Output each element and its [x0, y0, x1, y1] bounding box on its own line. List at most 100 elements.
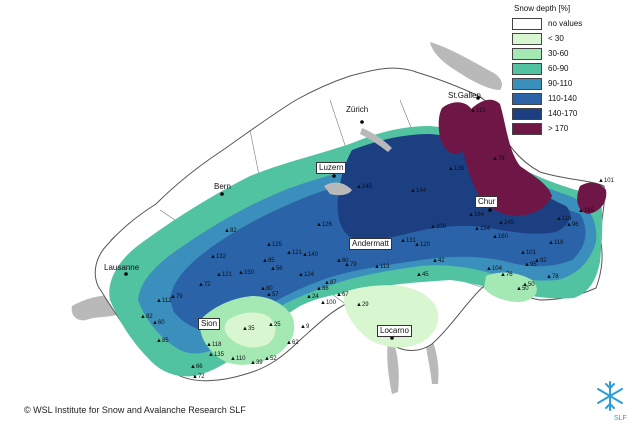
legend-label: > 170: [548, 124, 569, 133]
station-value: ▲60: [152, 320, 165, 326]
station-value: ▲85: [156, 338, 169, 344]
station-value: ▲101: [520, 250, 537, 256]
legend-swatch: [512, 107, 542, 120]
station-value: ▲92: [534, 258, 547, 264]
station-value: ▲104: [486, 266, 503, 272]
station-value: ▲39: [250, 360, 263, 366]
station-value: ▲56: [270, 266, 283, 272]
city-dot-st-gallen: [476, 96, 480, 100]
zone-over-170-southeast: [577, 182, 607, 214]
city-label-bern: Bern: [214, 182, 231, 191]
city-label-andermatt: Andermatt: [349, 238, 392, 250]
legend-swatch: [512, 17, 542, 30]
city-label-zurich: Zürich: [346, 105, 369, 114]
station-value: ▲80: [260, 286, 273, 292]
lake-maggiore: [387, 338, 399, 394]
legend-label: < 30: [548, 34, 564, 43]
station-value: ▲116: [548, 240, 564, 246]
station-value: ▲100: [320, 300, 337, 306]
station-value: ▲35: [242, 326, 255, 332]
station-value: ▲113: [374, 264, 390, 270]
station-values: ▲79 ▲101 ▲115 ▲165 ▲126 ▲121 ▲145 ▲144 ▲136 ▲184 ▲…: [140, 108, 615, 380]
station-value: ▲126: [316, 222, 333, 228]
station-value: ▲140: [302, 252, 319, 258]
legend-item: 140-170: [512, 106, 632, 121]
station-value: ▲60: [336, 258, 349, 264]
station-value: ▲165: [578, 208, 595, 214]
city-label-luzern: Luzern: [316, 162, 347, 174]
legend-swatch: [512, 92, 542, 105]
city-label-chur: Chur: [475, 196, 499, 208]
station-value: ▲79: [492, 156, 505, 162]
legend-label: no values: [548, 19, 583, 28]
city-dot-locarno: [390, 336, 394, 340]
city-label-st-gallen: St.Gallen: [448, 91, 481, 100]
station-value: ▲184: [468, 212, 485, 218]
legend-swatch: [512, 122, 542, 135]
station-value: ▲150: [238, 270, 255, 276]
legend-item: 60-90: [512, 61, 632, 76]
station-value: ▲110: [230, 356, 246, 362]
station-value: ▲144: [410, 188, 427, 194]
legend-label: 90-110: [548, 79, 573, 88]
station-value: ▲131: [400, 238, 417, 244]
city-label-lausanne: Lausanne: [104, 263, 140, 272]
station-value: ▲125: [266, 242, 283, 248]
lake-lucerne: [324, 182, 352, 196]
zone-under-30-valais: [224, 312, 276, 348]
station-value: ▲72: [192, 374, 205, 380]
station-value: ▲108: [430, 224, 447, 230]
station-value: ▲72: [198, 282, 211, 288]
legend: Snow depth [%] no values < 30 30-60 60-9…: [512, 4, 632, 136]
city-label-sion: Sion: [198, 318, 221, 330]
station-value: ▲116: [556, 216, 572, 222]
legend-swatch: [512, 62, 542, 75]
legend-item: < 30: [512, 31, 632, 46]
station-value: ▲145: [356, 184, 373, 190]
city-label-locarno: Locarno: [377, 325, 412, 337]
station-value: ▲121: [286, 250, 303, 256]
station-value: ▲78: [546, 274, 559, 280]
station-value: ▲76: [500, 272, 513, 278]
station-value: ▲45: [416, 272, 429, 278]
station-value: ▲50: [522, 282, 535, 288]
station-value: ▲82: [224, 228, 237, 234]
city-dot-zurich: [360, 120, 364, 124]
station-value: ▲57: [266, 292, 279, 298]
zone-under-30-south: [344, 285, 439, 348]
legend-swatch: [512, 47, 542, 60]
legend-swatch: [512, 77, 542, 90]
legend-item: 90-110: [512, 76, 632, 91]
legend-item: 110-140: [512, 91, 632, 106]
zone-over-170-northeast: [438, 102, 473, 155]
legend-item: no values: [512, 16, 632, 31]
legend-swatch: [512, 32, 542, 45]
station-value: ▲101: [598, 178, 615, 184]
station-value: ▲79: [344, 262, 357, 268]
legend-title: Snow depth [%]: [514, 4, 571, 13]
station-value: ▲154: [474, 226, 491, 232]
city-dot-lausanne: [124, 272, 128, 276]
station-value: ▲85: [262, 258, 275, 264]
station-value: ▲132: [210, 254, 227, 260]
legend-label: 140-170: [548, 109, 578, 118]
station-value: ▲86: [316, 286, 329, 292]
station-value: ▲135: [208, 352, 225, 358]
station-value: ▲121: [216, 272, 233, 278]
station-value: ▲25: [268, 322, 281, 328]
station-value: ▲118: [206, 342, 222, 348]
station-value: ▲52: [264, 356, 277, 362]
station-value: ▲115: [470, 108, 486, 114]
station-value: ▲95: [524, 262, 537, 268]
city-dot-chur: [488, 208, 492, 212]
legend-item: 30-60: [512, 46, 632, 61]
zone-over-170-east: [462, 99, 552, 216]
legend-label: 30-60: [548, 49, 569, 58]
station-value: ▲160: [492, 234, 509, 240]
lake-constance: [430, 42, 503, 90]
station-value: ▲82: [140, 314, 153, 320]
station-value: ▲50: [516, 286, 529, 292]
station-value: ▲96: [566, 222, 579, 228]
